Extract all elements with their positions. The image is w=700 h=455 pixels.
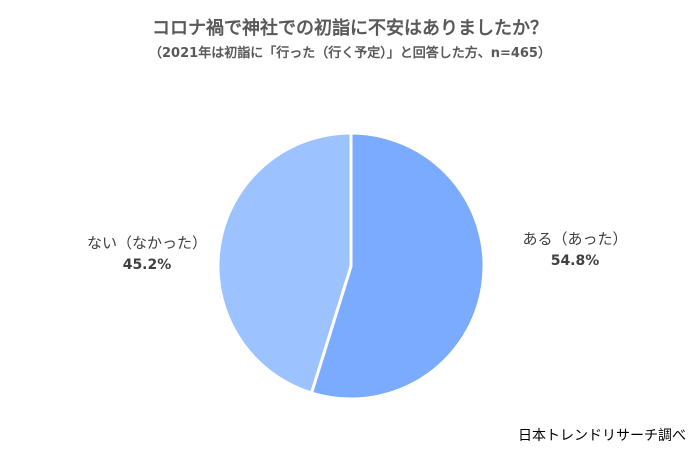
chart-subtitle: （2021年は初詣に「行った（行く予定）」と回答した方、n=465） xyxy=(149,46,551,61)
pie-slice-0 xyxy=(309,131,486,401)
chart-title: コロナ禍で神社での初詣に不安はありましたか？ xyxy=(152,18,548,39)
slice-label-yes: ある（あった） 54.8% xyxy=(515,228,635,269)
pie-slice-1 xyxy=(216,131,353,395)
slice-label-yes-text: ある（あった） xyxy=(522,230,628,248)
slice-label-no: ない（なかった） 45.2% xyxy=(82,232,212,273)
slice-label-yes-value: 54.8% xyxy=(550,253,600,269)
source-note: 日本トレンドリサーチ調べ xyxy=(518,428,686,444)
slice-label-no-text: ない（なかった） xyxy=(86,234,207,252)
slice-label-no-value: 45.2% xyxy=(122,257,172,273)
